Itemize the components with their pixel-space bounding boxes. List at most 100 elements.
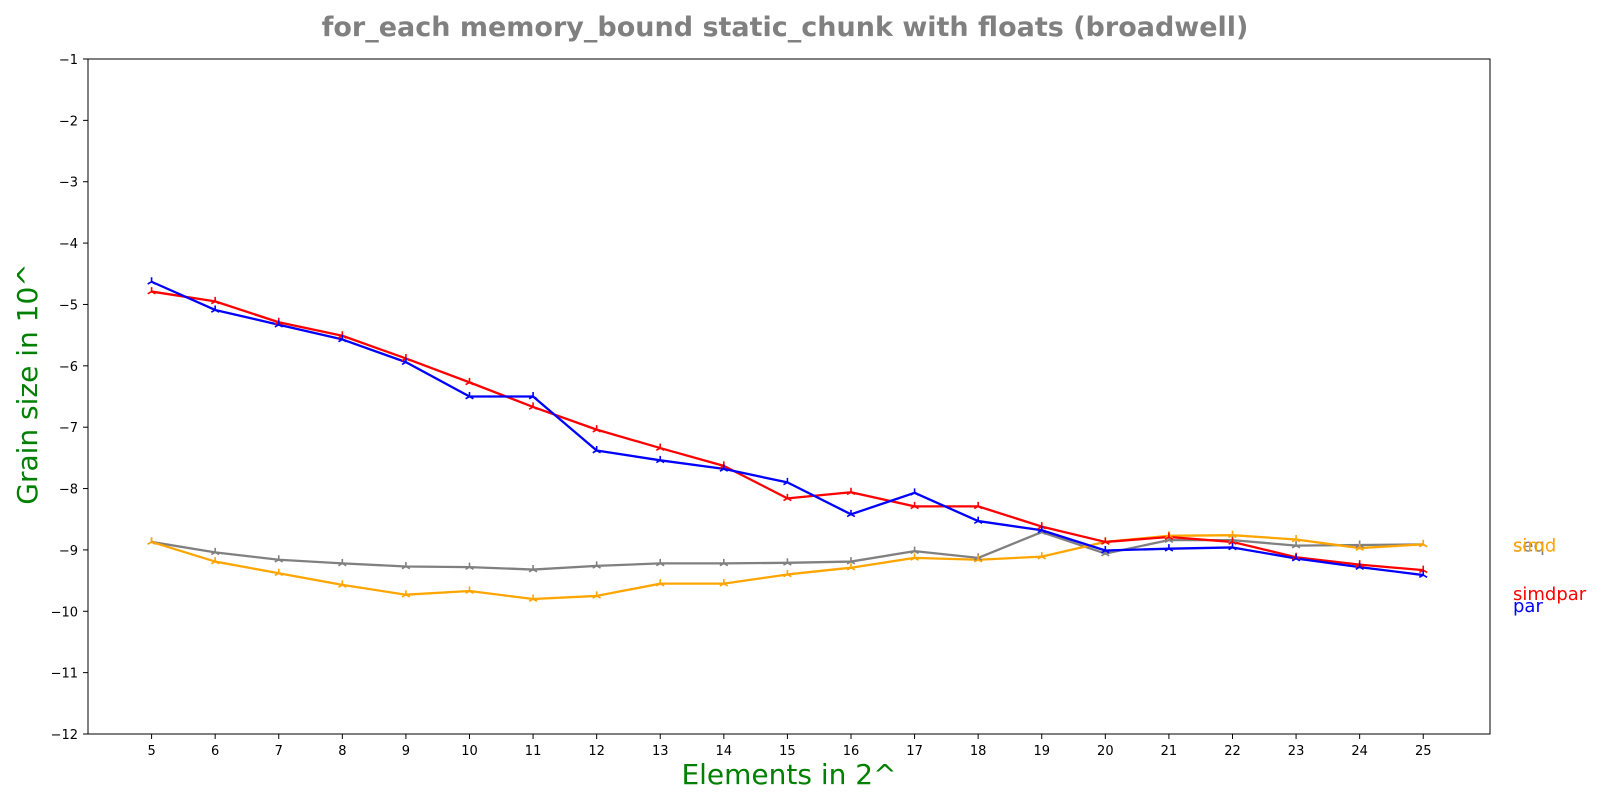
x-tick-label: 17 [906,744,923,759]
data-point-simdpar [846,487,856,496]
x-tick-label: 13 [652,744,669,759]
series-label-par: par [1513,596,1543,617]
series-markers [147,277,1428,602]
data-point-simd [1418,539,1428,548]
data-point-simd [147,537,156,545]
x-tick-label: 9 [402,744,410,759]
data-point-simdpar [1418,565,1428,574]
data-point-simd [1228,530,1237,539]
y-axis-ticks: −1 −2 −3 −4 −5 −6 −7 −8 −9 −10 −11 −12 [51,53,88,743]
data-point-seq [846,557,856,565]
data-point-par [655,455,665,464]
data-point-par [528,392,538,400]
data-point-par [1228,542,1237,551]
x-tick-label: 22 [1224,744,1241,759]
x-tick-label: 19 [1033,744,1050,759]
data-point-simd [1355,543,1364,552]
x-tick-label: 8 [338,744,346,759]
data-point-par [1101,546,1110,554]
data-point-simd [910,553,919,561]
data-point-par [1291,554,1301,562]
data-point-simdpar [1228,537,1237,545]
data-point-simdpar [655,443,665,451]
data-point-simdpar [1101,537,1110,545]
data-point-par [783,477,792,486]
data-point-simd [846,563,856,571]
x-tick-label: 11 [525,744,542,759]
x-axis-label: Elements in 2^ [681,758,896,791]
x-tick-label: 7 [275,744,283,759]
data-point-simd [973,555,983,563]
series-lines [151,280,1424,601]
data-point-simd [719,579,729,587]
chart-title: for_each memory_bound static_chunk with … [322,12,1249,43]
data-point-seq [274,555,284,563]
data-point-simd [338,580,347,588]
x-tick-label: 16 [843,744,860,759]
data-point-par [973,516,983,525]
x-tick-label: 18 [970,744,987,759]
data-point-simdpar [783,493,792,502]
data-point-seq [910,546,919,555]
x-tick-label: 6 [211,744,219,759]
data-point-par [719,464,729,472]
y-tick-label: −2 [59,114,78,129]
data-point-seq [592,561,601,569]
y-tick-label: −11 [51,667,78,682]
data-point-seq [655,558,665,567]
data-point-simdpar [592,425,601,433]
y-tick-label: −3 [59,176,78,191]
y-tick-label: −5 [59,298,78,313]
x-tick-label: 12 [588,744,605,759]
y-axis-label: Grain size in 10^ [11,263,44,505]
series-label-simd: simd [1513,535,1556,556]
x-tick-label: 14 [716,744,733,759]
data-point-simdpar [210,296,220,305]
y-tick-label: −1 [59,53,78,68]
data-point-simdpar [465,377,474,386]
series-label-simdpar: simdpar [1513,584,1587,605]
y-tick-label: −4 [59,237,78,252]
data-point-simd [528,594,538,602]
data-point-par [910,488,919,496]
x-axis-ticks: 5 6 7 8 9 10 11 12 13 14 15 16 17 18 19 20 21 22 23 24 25 [147,734,1432,759]
data-point-seq [783,558,792,566]
data-point-seq [465,562,474,571]
x-tick-label: 10 [461,744,478,759]
x-tick-label: 23 [1288,744,1305,759]
data-point-simd [655,579,665,587]
plot-area-frame [87,58,1491,735]
data-point-simdpar [528,402,538,410]
data-point-simd [210,557,220,565]
y-tick-label: −10 [51,605,78,620]
x-tick-label: 24 [1351,744,1368,759]
data-point-par [274,320,284,328]
data-point-par [401,357,411,366]
data-point-seq [1291,541,1301,549]
data-point-simdpar [1164,532,1174,540]
x-tick-label: 25 [1415,744,1432,759]
data-point-par [1355,562,1364,571]
data-point-seq [528,565,538,573]
x-tick-label: 15 [779,744,796,759]
data-point-par [465,392,474,400]
y-tick-label: −9 [59,544,78,559]
data-point-simd [1291,534,1301,543]
data-point-par [147,277,156,285]
data-point-simdpar [973,501,983,510]
data-point-par [1418,570,1428,579]
y-tick-label: −12 [51,728,78,743]
data-point-par [338,334,347,343]
data-point-seq [338,558,347,567]
y-tick-label: −7 [59,421,78,436]
data-point-simd [592,591,601,599]
y-tick-label: −6 [59,360,78,375]
data-point-seq [719,558,729,567]
data-point-simd [783,569,792,578]
data-point-par [592,446,601,454]
data-point-simdpar [910,501,919,510]
data-point-simd [465,586,474,594]
